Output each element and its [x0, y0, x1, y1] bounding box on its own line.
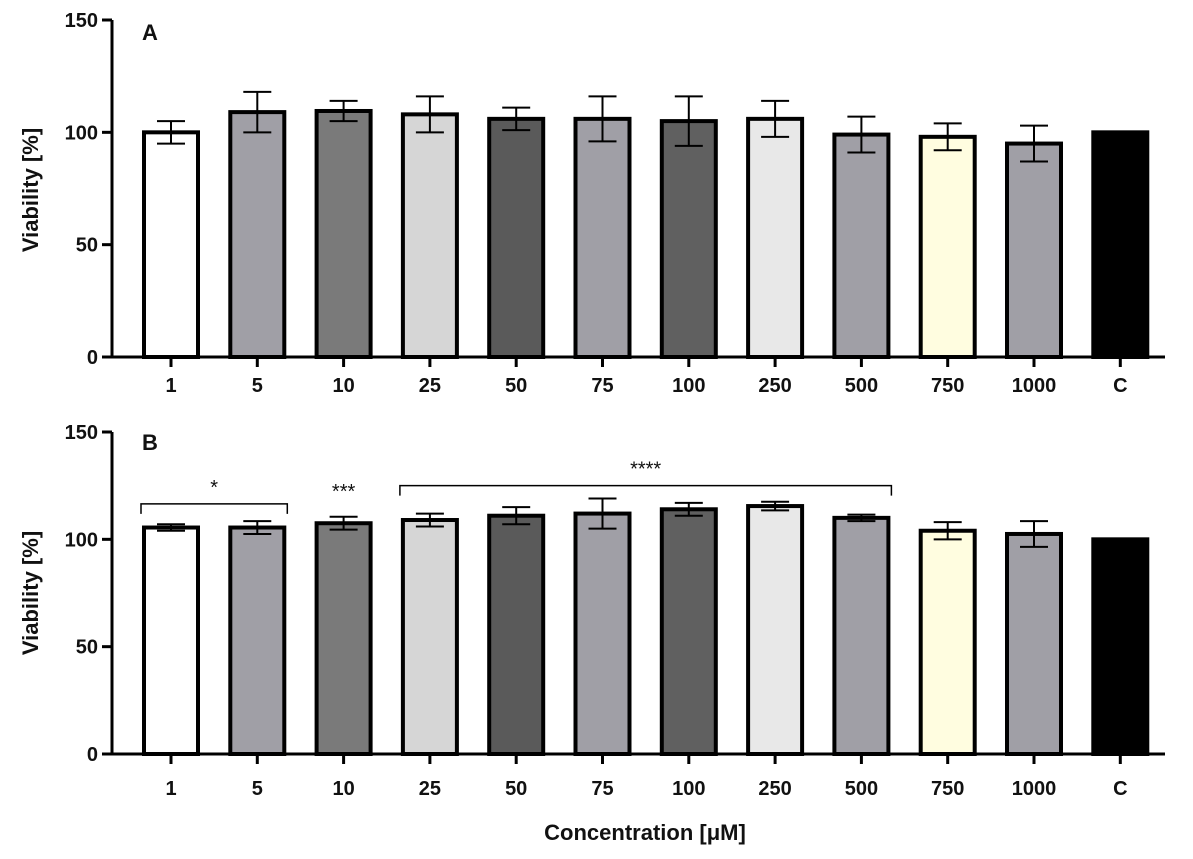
panel-b-significance-bracket: [140, 503, 289, 514]
panel-b-significance: * *******: [140, 459, 893, 514]
panel-b-x-tick-label-10: 10: [332, 778, 354, 800]
panel-a-x-tick-label-750: 750: [931, 375, 964, 397]
panel-a-label: A: [142, 20, 158, 45]
panel-b-axes: 0 50 100 150 1 5 10 25 50 75 100 250 500 750 1000 C: [65, 422, 1165, 800]
panel-a-bar-50: [487, 116, 546, 359]
panel-a-bar-5: [228, 110, 287, 360]
panel-b-x-tick-label-100: 100: [672, 778, 705, 800]
panel-a: A Viability [%] 0 50 100 150 1 5 10 25 50 75 100 25…: [18, 10, 1165, 397]
panel-b-y-axis-label: Viability [%]: [18, 531, 43, 655]
panel-a-bar-C: [1091, 130, 1150, 359]
panel-a-x-tick-label-75: 75: [591, 375, 613, 397]
x-axis-label: Concentration [μM]: [544, 820, 746, 845]
panel-b-significance-bracket: [399, 484, 893, 496]
panel-a-bar-1000: [1005, 141, 1063, 359]
panel-b-bar-1: [142, 525, 200, 756]
panel-b-bar-5: [228, 525, 287, 756]
panel-b-x-tick-label-50: 50: [505, 778, 527, 800]
panel-b-bar-750: [918, 528, 977, 756]
panel-a-bar-1: [142, 130, 200, 359]
panel-b-bar-500: [832, 515, 891, 756]
panel-b-bar-C: [1091, 537, 1150, 756]
panel-b-bar-250: [746, 504, 805, 756]
panel-a-bar-250: [746, 116, 805, 359]
panel-b-significance-label: ****: [630, 459, 661, 481]
panel-b-y-tick-label: 50: [76, 637, 98, 659]
panel-b-bar-100: [659, 507, 718, 756]
panel-b-x-tick-label-1: 1: [165, 778, 176, 800]
panel-a-x-tick-label-50: 50: [505, 375, 527, 397]
panel-a-x-tick-label-C: C: [1113, 375, 1127, 397]
panel-a-x-tick-label-250: 250: [758, 375, 791, 397]
panel-b-y-tick-label: 0: [87, 744, 98, 766]
panel-b-bar-25: [400, 518, 459, 756]
panel-b-x-tick-label-C: C: [1113, 778, 1127, 800]
panel-b-significance-label: *: [210, 477, 218, 499]
panel-b-bar-10: [314, 521, 373, 756]
panel-b: B Viability [%] 0 50 100 150 1 5 10 25 50 75 100 25…: [18, 422, 1165, 800]
panel-a-x-tick-label-100: 100: [672, 375, 705, 397]
panel-a-x-tick-label-500: 500: [845, 375, 878, 397]
panel-a-x-tick-label-5: 5: [252, 375, 263, 397]
panel-a-bar-75: [573, 116, 632, 359]
panel-b-x-tick-label-1000: 1000: [1012, 778, 1057, 800]
panel-b-x-tick-label-75: 75: [591, 778, 613, 800]
panel-a-x-tick-label-1: 1: [165, 375, 176, 397]
panel-a-x-tick-label-10: 10: [332, 375, 354, 397]
panel-b-y-tick-label: 150: [65, 422, 98, 444]
panel-a-bar-100: [659, 119, 718, 359]
panel-b-x-tick-label-500: 500: [845, 778, 878, 800]
panel-a-bars: [142, 90, 1150, 360]
panel-a-bar-25: [400, 112, 459, 359]
panel-a-x-tick-label-25: 25: [419, 375, 441, 397]
panel-a-x-tick-label-1000: 1000: [1012, 375, 1057, 397]
panel-b-bar-1000: [1005, 531, 1063, 757]
panel-b-bar-75: [573, 511, 632, 756]
panel-a-y-axis-label: Viability [%]: [18, 128, 43, 252]
panel-a-y-tick-label: 150: [65, 10, 98, 32]
panel-b-bars: [142, 497, 1150, 757]
panel-b-x-tick-label-25: 25: [419, 778, 441, 800]
panel-b-x-tick-label-750: 750: [931, 778, 964, 800]
panel-b-x-tick-label-250: 250: [758, 778, 791, 800]
panel-b-significance-label: ***: [332, 481, 356, 503]
panel-b-x-tick-label-5: 5: [252, 778, 263, 800]
panel-a-y-tick-label: 100: [65, 122, 98, 144]
panel-b-y-tick-label: 100: [65, 529, 98, 551]
panel-a-bar-750: [918, 134, 977, 359]
panel-b-bar-50: [487, 513, 546, 756]
panel-a-bar-500: [832, 132, 891, 359]
panel-a-y-tick-label: 50: [76, 235, 98, 257]
panel-a-bar-10: [314, 108, 373, 359]
panel-b-label: B: [142, 430, 158, 455]
panel-a-y-tick-label: 0: [87, 347, 98, 369]
